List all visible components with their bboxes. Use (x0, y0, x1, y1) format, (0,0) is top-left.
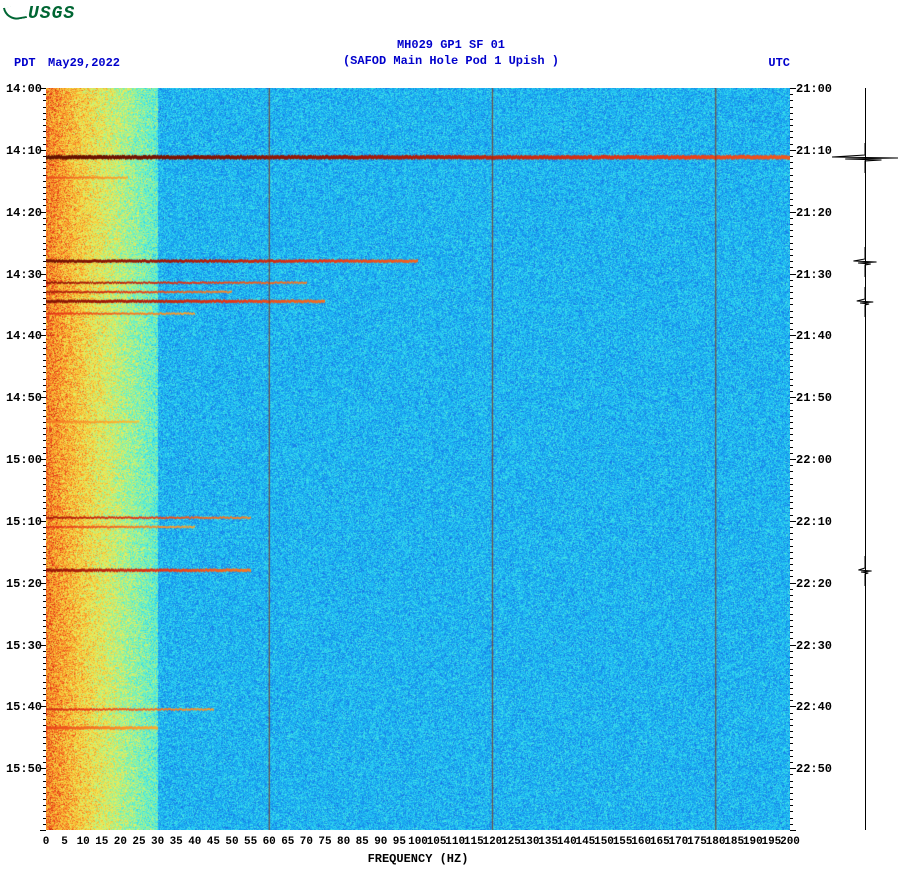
x-tick-label: 160 (631, 836, 651, 848)
x-tick-label: 185 (724, 836, 744, 848)
y-tick-label: 21:50 (796, 391, 832, 405)
x-tick-label: 0 (43, 836, 50, 848)
y-tick-label: 22:20 (796, 577, 832, 591)
x-tick-label: 195 (761, 836, 781, 848)
x-tick-label: 145 (575, 836, 595, 848)
x-tick-label: 155 (613, 836, 633, 848)
spectrogram-canvas (46, 88, 790, 830)
title-line1: MH029 GP1 SF 01 (0, 38, 902, 54)
y-tick-label: 21:10 (796, 144, 832, 158)
y-tick-label: 22:30 (796, 639, 832, 653)
title-line2: (SAFOD Main Hole Pod 1 Upish ) (0, 54, 902, 70)
x-tick-label: 90 (374, 836, 387, 848)
logo-text: USGS (28, 4, 75, 24)
plot-title: MH029 GP1 SF 01 (SAFOD Main Hole Pod 1 U… (0, 38, 902, 69)
x-tick-label: 40 (188, 836, 201, 848)
x-tick-label: 175 (687, 836, 707, 848)
x-tick-label: 85 (356, 836, 369, 848)
y-tick-label: 21:30 (796, 268, 832, 282)
y-tick-label: 14:00 (6, 82, 42, 96)
usgs-logo: USGS (4, 4, 75, 24)
x-tick-label: 120 (482, 836, 502, 848)
seismogram-strip (832, 88, 898, 830)
x-tick-label: 100 (408, 836, 428, 848)
y-tick-label: 15:50 (6, 762, 42, 776)
timezone-right: UTC (768, 56, 790, 70)
x-tick-label: 140 (557, 836, 577, 848)
x-tick-label: 95 (393, 836, 406, 848)
x-tick-label: 45 (207, 836, 220, 848)
x-tick-label: 35 (170, 836, 183, 848)
x-tick-label: 125 (501, 836, 521, 848)
seismogram-event (832, 157, 898, 159)
x-axis: 0510152025303540455055606570758085909510… (46, 832, 790, 872)
y-tick-label: 14:50 (6, 391, 42, 405)
seismogram-event (832, 301, 898, 303)
x-tick-label: 10 (77, 836, 90, 848)
x-tick-label: 130 (520, 836, 540, 848)
x-tick-label: 50 (225, 836, 238, 848)
timezone-left: PDT (14, 56, 36, 70)
x-tick-label: 5 (61, 836, 68, 848)
date-label: May29,2022 (48, 56, 120, 70)
x-tick-label: 80 (337, 836, 350, 848)
x-tick-label: 150 (594, 836, 614, 848)
y-tick-label: 14:40 (6, 329, 42, 343)
x-tick-label: 190 (743, 836, 763, 848)
x-tick-label: 20 (114, 836, 127, 848)
x-tick-label: 25 (132, 836, 145, 848)
y-tick-label: 21:40 (796, 329, 832, 343)
y-tickmarks-right (790, 88, 796, 830)
y-tick-label: 22:40 (796, 700, 832, 714)
y-tick-label: 14:20 (6, 206, 42, 220)
y-tick-label: 15:10 (6, 515, 42, 529)
x-tick-label: 15 (95, 836, 108, 848)
y-tick-label: 15:00 (6, 453, 42, 467)
y-axis-left-pdt: 14:0014:1014:2014:3014:4014:5015:0015:10… (0, 88, 44, 830)
x-tick-label: 75 (318, 836, 331, 848)
y-tick-label: 14:30 (6, 268, 42, 282)
x-tick-label: 170 (668, 836, 688, 848)
seismogram-event (832, 261, 898, 263)
y-tick-label: 15:40 (6, 700, 42, 714)
y-tick-label: 14:10 (6, 144, 42, 158)
y-tick-label: 15:20 (6, 577, 42, 591)
y-tick-label: 15:30 (6, 639, 42, 653)
seismogram-baseline (865, 88, 866, 830)
y-tick-label: 21:00 (796, 82, 832, 96)
y-tick-label: 22:50 (796, 762, 832, 776)
x-tick-label: 60 (263, 836, 276, 848)
x-tick-label: 30 (151, 836, 164, 848)
y-tick-label: 22:00 (796, 453, 832, 467)
seismogram-event (832, 570, 898, 572)
x-tick-label: 200 (780, 836, 800, 848)
x-tick-label: 110 (445, 836, 465, 848)
x-tick-label: 180 (706, 836, 726, 848)
x-tick-label: 65 (281, 836, 294, 848)
usgs-swoosh-icon (3, 4, 27, 22)
x-tick-label: 105 (427, 836, 447, 848)
y-tick-label: 21:20 (796, 206, 832, 220)
x-tick-label: 135 (538, 836, 558, 848)
x-axis-label: FREQUENCY (HZ) (46, 852, 790, 866)
y-tickmarks-left (40, 88, 46, 830)
x-tick-label: 115 (464, 836, 484, 848)
x-tick-label: 55 (244, 836, 257, 848)
x-tick-label: 165 (650, 836, 670, 848)
spectrogram-plot (46, 88, 790, 830)
x-tick-label: 70 (300, 836, 313, 848)
y-tick-label: 22:10 (796, 515, 832, 529)
